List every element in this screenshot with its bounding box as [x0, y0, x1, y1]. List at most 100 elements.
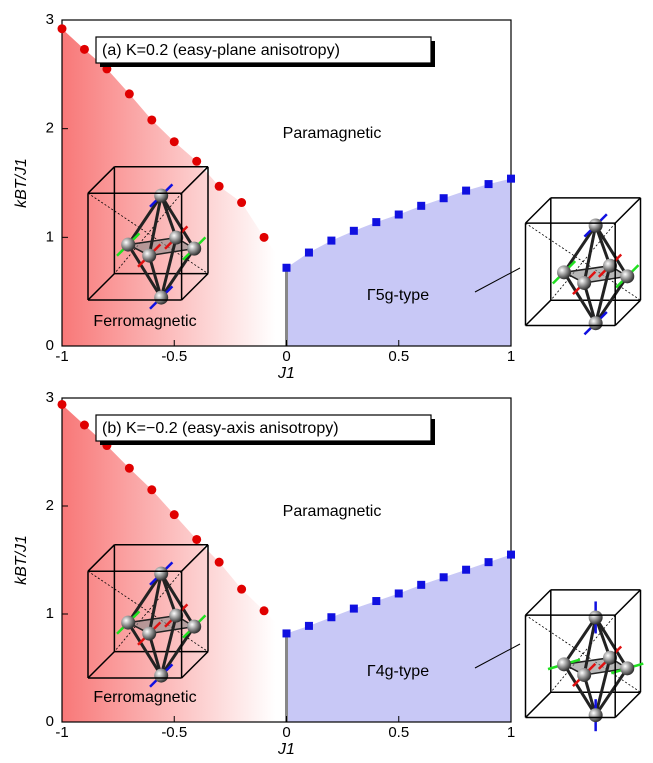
afm-point	[462, 566, 470, 574]
afm-point	[350, 605, 358, 613]
ferro-region	[62, 29, 287, 346]
afm-point	[327, 237, 335, 245]
afm-point	[440, 573, 448, 581]
afm-point	[440, 194, 448, 202]
atom	[589, 708, 603, 722]
y-tick-label: 1	[46, 228, 54, 245]
atom	[589, 316, 603, 330]
ferro-point	[125, 89, 134, 98]
ferro-point	[147, 115, 156, 124]
atom	[577, 668, 591, 682]
x-axis-label: J1	[277, 365, 295, 382]
afm-point	[462, 187, 470, 195]
annotation: Ferromagnetic	[93, 689, 196, 706]
atom	[154, 669, 168, 683]
x-tick-label: 0	[282, 724, 290, 741]
ferro-point	[260, 233, 269, 242]
afm-point	[372, 597, 380, 605]
antiferro-region	[287, 179, 512, 346]
y-tick-label: 1	[46, 605, 54, 622]
cube-edge	[526, 692, 551, 717]
octahedron-plane	[564, 266, 627, 283]
inset-cube	[526, 590, 644, 731]
cube-edge	[526, 590, 551, 615]
cube-edge	[615, 590, 640, 615]
ferro-point	[237, 585, 246, 594]
annotation: Γ4g-type	[367, 663, 429, 680]
atom	[154, 291, 168, 305]
y-tick-label: 0	[46, 713, 54, 730]
panel-title: (b) K=−0.2 (easy-axis anisotropy)	[102, 420, 339, 437]
afm-point	[327, 613, 335, 621]
annotation: Ferromagnetic	[93, 313, 196, 330]
y-tick-label: 2	[46, 120, 54, 137]
x-tick-label: -0.5	[161, 348, 187, 365]
afm-point	[507, 175, 515, 183]
cube-edge	[615, 692, 640, 717]
ferro-point	[58, 24, 67, 33]
ferro-point	[237, 198, 246, 207]
y-axis-label: kBT/J1	[13, 535, 30, 585]
annotation: Γ5g-type	[367, 287, 429, 304]
cube-edge	[615, 198, 640, 223]
atom	[620, 661, 634, 675]
ferro-point	[125, 464, 134, 473]
ferro-point	[147, 485, 156, 494]
x-tick-label: -0.5	[161, 724, 187, 741]
x-tick-label: 1	[507, 724, 515, 741]
cube-edge	[526, 300, 551, 325]
atom	[121, 616, 135, 630]
annotation: Paramagnetic	[283, 125, 382, 142]
x-axis-label: J1	[277, 741, 295, 758]
afm-point	[372, 218, 380, 226]
panel-title: (a) K=0.2 (easy-plane anisotropy)	[102, 42, 340, 59]
x-tick-label: 0.5	[388, 724, 409, 741]
x-tick-label: 0	[282, 348, 290, 365]
atom	[557, 265, 571, 279]
atom	[154, 567, 168, 581]
annotation: Paramagnetic	[283, 503, 382, 520]
ferro-point	[215, 558, 224, 567]
x-tick-label: 0.5	[388, 348, 409, 365]
afm-point	[305, 249, 313, 257]
atom	[589, 610, 603, 624]
x-tick-label: -1	[55, 348, 68, 365]
ferro-point	[80, 45, 89, 54]
figure: -1 -0.5 0 0.5 1 0 1 2 3 J1 kBT/J1 (a) K=0.2 (easy-p…	[0, 0, 653, 763]
atom	[187, 620, 201, 634]
y-tick-label: 3	[46, 389, 54, 406]
afm-point	[507, 551, 515, 559]
ferro-point	[170, 510, 179, 519]
ferro-point	[192, 157, 201, 166]
atom	[142, 627, 156, 641]
ferro-point	[58, 400, 67, 409]
afm-point	[485, 558, 493, 566]
x-tick-label: -1	[55, 724, 68, 741]
y-tick-label: 2	[46, 497, 54, 514]
afm-point	[395, 589, 403, 597]
ferro-point	[170, 137, 179, 146]
afm-point	[417, 202, 425, 210]
cube-edge	[526, 198, 551, 223]
y-tick-label: 3	[46, 11, 54, 28]
atom	[121, 238, 135, 252]
inset-cube	[526, 198, 641, 335]
atom	[557, 657, 571, 671]
y-axis-label: kBT/J1	[13, 158, 30, 208]
antiferro-region	[287, 555, 512, 722]
ferro-point	[192, 535, 201, 544]
afm-point	[305, 622, 313, 630]
afm-point	[485, 180, 493, 188]
atom	[620, 269, 634, 283]
atom	[154, 189, 168, 203]
atom	[187, 242, 201, 256]
afm-point	[350, 227, 358, 235]
atom	[577, 276, 591, 290]
atom	[589, 218, 603, 232]
ferro-point	[215, 182, 224, 191]
atom	[142, 249, 156, 263]
x-tick-label: 1	[507, 348, 515, 365]
afm-point	[283, 264, 291, 272]
ferro-point	[80, 421, 89, 430]
afm-point	[417, 581, 425, 589]
